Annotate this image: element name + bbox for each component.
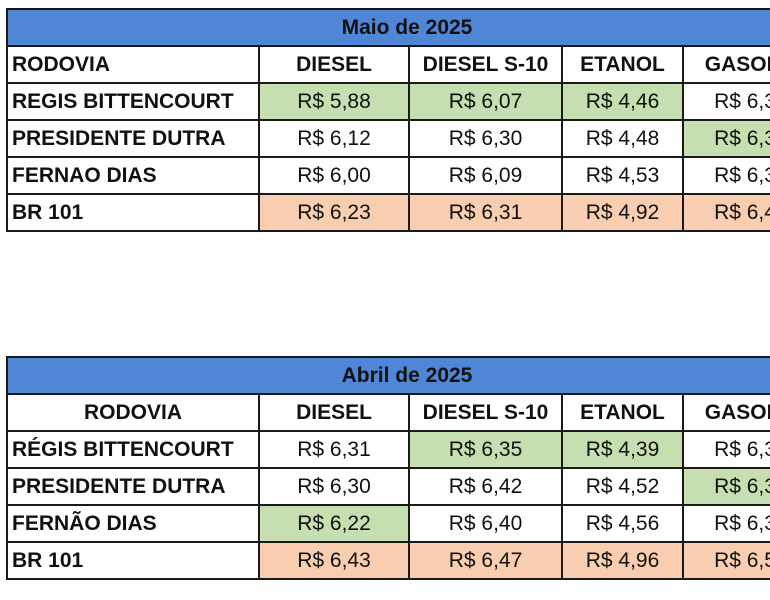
price-cell: R$ 6,43 <box>258 541 410 580</box>
price-cell: R$ 6,4 <box>682 193 770 232</box>
row-name: BR 101 <box>6 193 260 232</box>
table-row: PRESIDENTE DUTRA R$ 6,30 R$ 6,42 R$ 4,52… <box>6 467 770 506</box>
price-cell: R$ 4,48 <box>561 119 684 158</box>
price-table-maio: Maio de 2025 RODOVIA DIESEL DIESEL S-10 … <box>6 8 770 232</box>
row-name: BR 101 <box>6 541 260 580</box>
column-header-diesel-s10: DIESEL S-10 <box>408 393 563 432</box>
price-cell: R$ 6,3 <box>682 156 770 195</box>
price-cell: R$ 6,31 <box>258 430 410 469</box>
row-name: FERNAO DIAS <box>6 156 260 195</box>
column-header-rodovia: RODOVIA <box>6 45 260 84</box>
column-header-diesel: DIESEL <box>258 45 410 84</box>
table-row: BR 101 R$ 6,43 R$ 6,47 R$ 4,96 R$ 6,5 <box>6 541 770 580</box>
row-name: RÉGIS BITTENCOURT <box>6 430 260 469</box>
column-header-diesel-s10: DIESEL S-10 <box>408 45 563 84</box>
price-cell: R$ 6,3 <box>682 504 770 543</box>
table-header-row: RODOVIA DIESEL DIESEL S-10 ETANOL GASOLI <box>6 393 770 432</box>
table-title-row: Maio de 2025 <box>6 8 770 47</box>
price-cell: R$ 6,31 <box>408 193 563 232</box>
price-cell: R$ 4,56 <box>561 504 684 543</box>
price-cell: R$ 6,5 <box>682 541 770 580</box>
price-cell: R$ 6,42 <box>408 467 563 506</box>
table-row: BR 101 R$ 6,23 R$ 6,31 R$ 4,92 R$ 6,4 <box>6 193 770 232</box>
table-row: PRESIDENTE DUTRA R$ 6,12 R$ 6,30 R$ 4,48… <box>6 119 770 158</box>
price-cell: R$ 6,12 <box>258 119 410 158</box>
column-header-diesel: DIESEL <box>258 393 410 432</box>
price-cell: R$ 6,30 <box>258 467 410 506</box>
row-name: PRESIDENTE DUTRA <box>6 467 260 506</box>
price-table-abril: Abril de 2025 RODOVIA DIESEL DIESEL S-10… <box>6 356 770 580</box>
price-cell: R$ 6,3 <box>682 467 770 506</box>
price-cell: R$ 6,09 <box>408 156 563 195</box>
table-row: FERNÃO DIAS R$ 6,22 R$ 6,40 R$ 4,56 R$ 6… <box>6 504 770 543</box>
table-title-row: Abril de 2025 <box>6 356 770 395</box>
price-cell: R$ 6,47 <box>408 541 563 580</box>
table-header-row: RODOVIA DIESEL DIESEL S-10 ETANOL GASOLI <box>6 45 770 84</box>
price-cell: R$ 6,23 <box>258 193 410 232</box>
price-cell: R$ 6,30 <box>408 119 563 158</box>
price-cell: R$ 6,00 <box>258 156 410 195</box>
price-cell: R$ 6,3 <box>682 430 770 469</box>
price-cell: R$ 4,46 <box>561 82 684 121</box>
price-cell: R$ 6,3 <box>682 82 770 121</box>
price-cell: R$ 6,40 <box>408 504 563 543</box>
price-cell: R$ 5,88 <box>258 82 410 121</box>
column-header-rodovia: RODOVIA <box>6 393 260 432</box>
column-header-gasolina: GASOLI <box>682 393 770 432</box>
price-cell: R$ 4,52 <box>561 467 684 506</box>
price-cell: R$ 6,22 <box>258 504 410 543</box>
table-row: FERNAO DIAS R$ 6,00 R$ 6,09 R$ 4,53 R$ 6… <box>6 156 770 195</box>
price-cell: R$ 4,39 <box>561 430 684 469</box>
row-name: REGIS BITTENCOURT <box>6 82 260 121</box>
table-row: RÉGIS BITTENCOURT R$ 6,31 R$ 6,35 R$ 4,3… <box>6 430 770 469</box>
column-header-gasolina: GASOLI <box>682 45 770 84</box>
row-name: PRESIDENTE DUTRA <box>6 119 260 158</box>
table-title: Maio de 2025 <box>6 8 770 47</box>
column-header-etanol: ETANOL <box>561 45 684 84</box>
table-row: REGIS BITTENCOURT R$ 5,88 R$ 6,07 R$ 4,4… <box>6 82 770 121</box>
price-cell: R$ 6,3 <box>682 119 770 158</box>
column-header-etanol: ETANOL <box>561 393 684 432</box>
price-cell: R$ 4,53 <box>561 156 684 195</box>
table-title: Abril de 2025 <box>6 356 770 395</box>
price-cell: R$ 6,35 <box>408 430 563 469</box>
price-cell: R$ 4,96 <box>561 541 684 580</box>
price-cell: R$ 4,92 <box>561 193 684 232</box>
row-name: FERNÃO DIAS <box>6 504 260 543</box>
price-cell: R$ 6,07 <box>408 82 563 121</box>
